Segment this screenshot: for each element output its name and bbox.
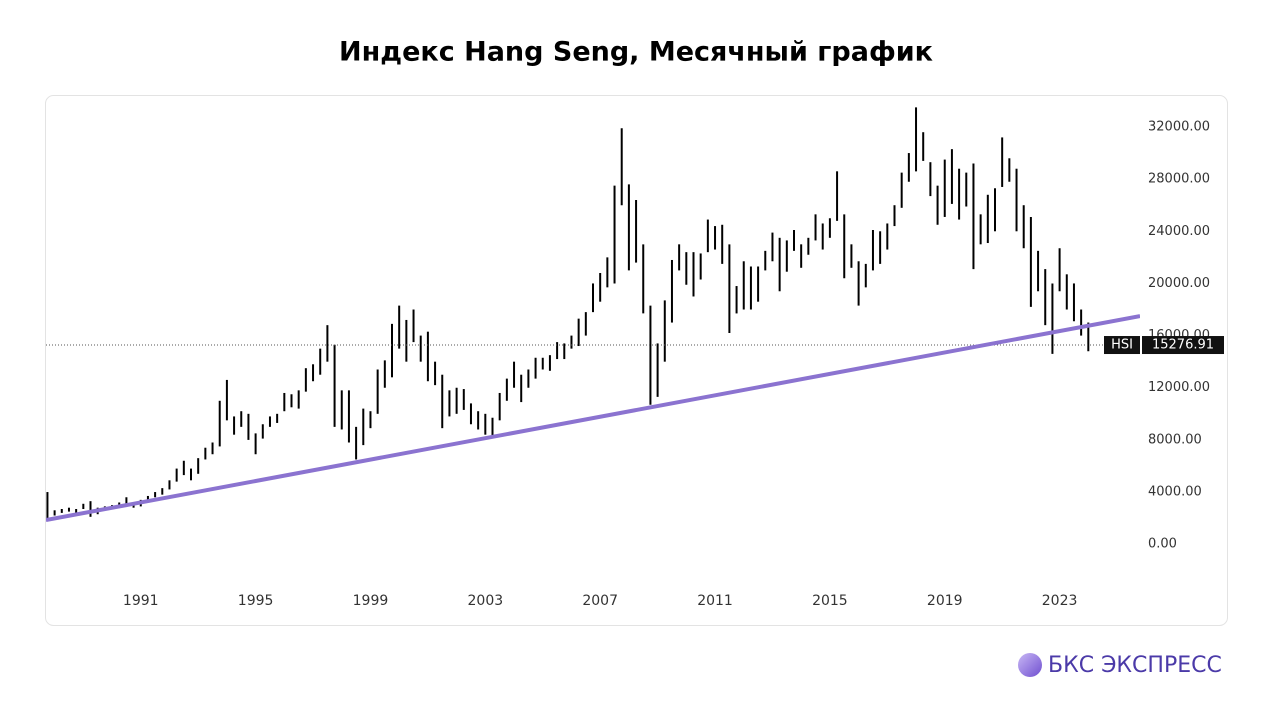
x-tick-label: 2011 bbox=[697, 593, 733, 609]
x-tick-label: 2007 bbox=[582, 593, 618, 609]
axes: 0.004000.008000.0012000.0016000.0020000.… bbox=[123, 119, 1224, 609]
last-label: HSI bbox=[1111, 338, 1133, 353]
x-tick-label: 1999 bbox=[353, 593, 389, 609]
y-tick-label: 20000.00 bbox=[1148, 276, 1210, 291]
last-value-bg bbox=[1142, 336, 1224, 355]
y-tick-label: 28000.00 bbox=[1148, 172, 1210, 187]
x-tick-label: 1995 bbox=[238, 593, 274, 609]
x-tick-label: 2019 bbox=[927, 593, 963, 609]
last-label-bg bbox=[1104, 336, 1140, 355]
y-tick-label: 4000.00 bbox=[1148, 485, 1202, 500]
y-tick-label: 32000.00 bbox=[1148, 119, 1210, 134]
y-tick-label: 8000.00 bbox=[1148, 432, 1202, 447]
x-tick-label: 2015 bbox=[812, 593, 848, 609]
y-tick-label: 12000.00 bbox=[1148, 380, 1210, 395]
last-value: 15276.91 bbox=[1152, 338, 1214, 353]
logo: БКС ЭКСПРЕСС bbox=[1048, 653, 1222, 678]
trendline bbox=[46, 314, 1140, 523]
x-tick-label: 2023 bbox=[1042, 593, 1078, 609]
y-tick-label: 24000.00 bbox=[1148, 224, 1210, 239]
logo-icon bbox=[1018, 653, 1042, 677]
chart-card bbox=[45, 95, 1228, 626]
chart-title: Индекс Hang Seng, Месячный график bbox=[339, 37, 933, 68]
x-tick-label: 1991 bbox=[123, 593, 159, 609]
y-tick-label: 0.00 bbox=[1148, 537, 1177, 552]
x-tick-label: 2003 bbox=[468, 593, 504, 609]
plot bbox=[46, 107, 1140, 523]
